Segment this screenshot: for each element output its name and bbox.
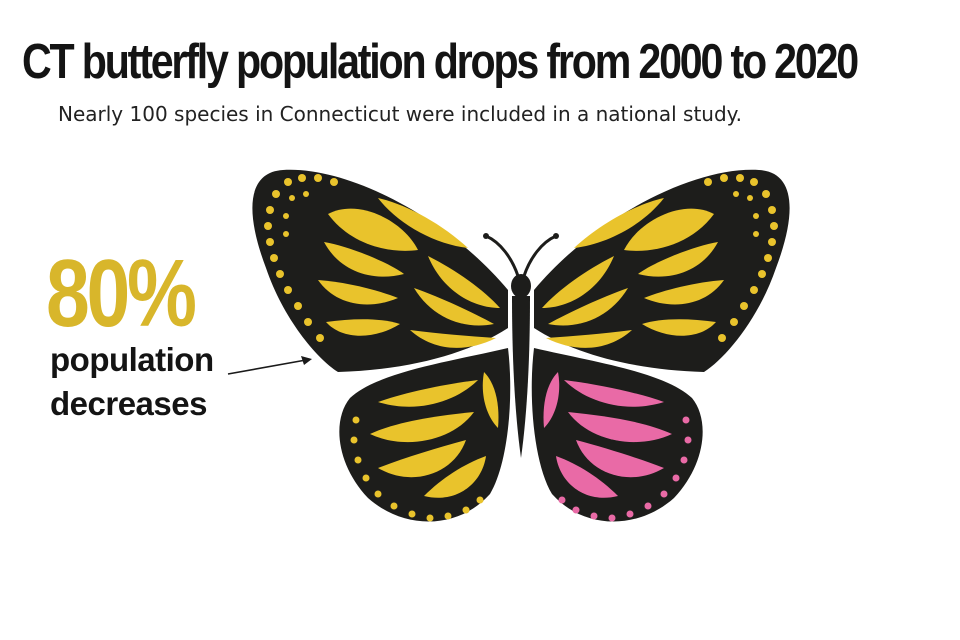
right-forewing-cells [542,198,724,348]
subheadline: Nearly 100 species in Connecticut were i… [58,102,743,126]
right-forewing-dots [704,174,778,342]
left-hindwing-dots [350,416,484,522]
left-wings [252,169,511,522]
right-wings [531,169,790,522]
left-forewing-cells [318,198,500,348]
butterfly-body [483,233,559,458]
stat-label: population decreases [50,338,214,426]
stat-label-line-2: decreases [50,385,207,422]
butterfly-illustration [252,169,790,522]
left-hindwing-cells [370,372,499,498]
stat-label-line-1: population [50,341,214,378]
left-forewing-dots [264,174,338,342]
right-hindwing-dots-highlighted [558,416,692,522]
pointer-arrow [227,356,312,375]
stat-value: 80% [46,240,197,347]
headline: CT butterfly population drops from 2000 … [22,35,859,89]
right-hindwing-cells-highlighted [543,372,672,498]
